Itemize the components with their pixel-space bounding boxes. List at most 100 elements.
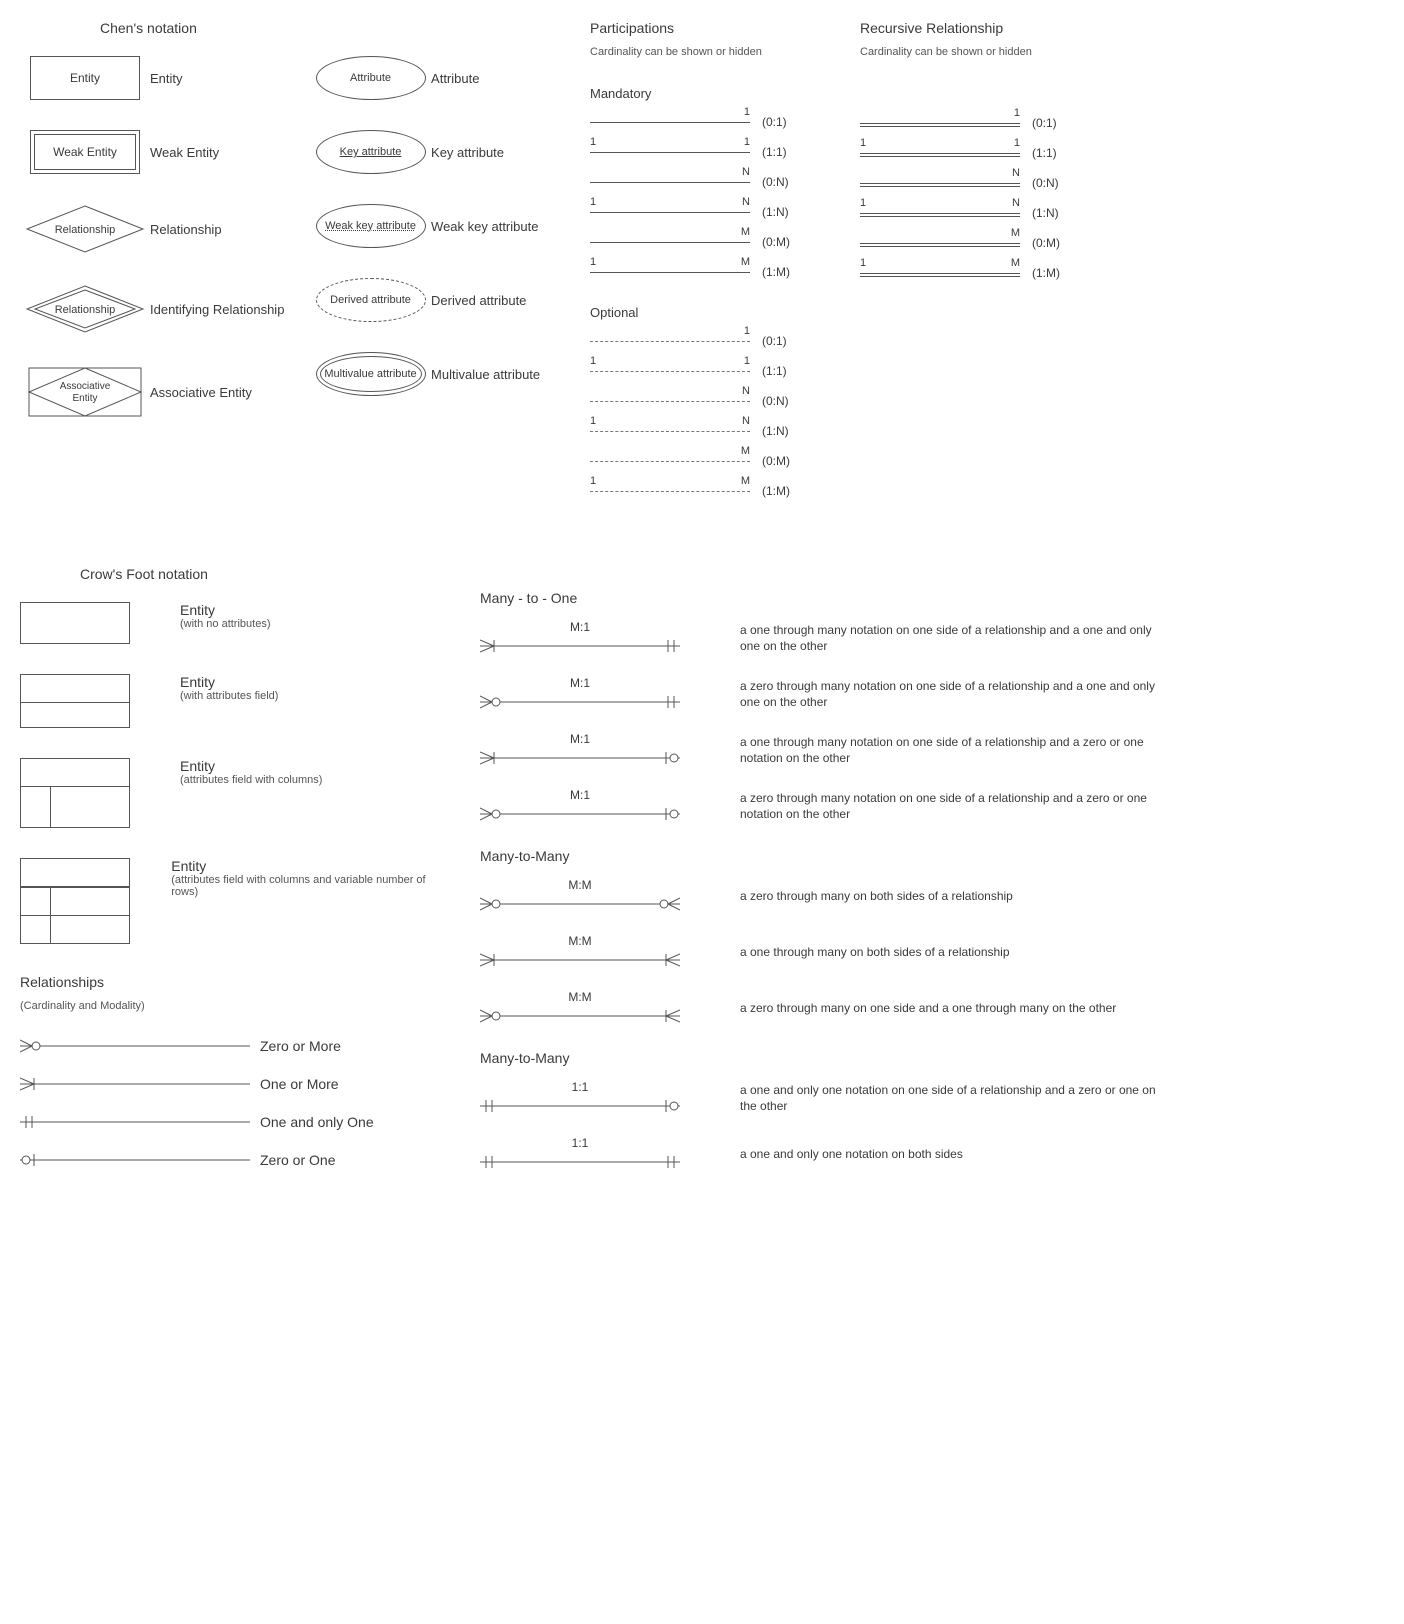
svg-text:Relationship: Relationship bbox=[55, 224, 116, 236]
crow-rel-row: 1:1 a one and only one notation on one s… bbox=[480, 1080, 1384, 1116]
entity-label: Entity bbox=[150, 71, 310, 86]
multivalue-attribute-text: Multivalue attribute bbox=[324, 368, 416, 380]
cf-reltype-label: One and only One bbox=[260, 1114, 374, 1130]
crow-rel-desc: a zero through many notation on one side… bbox=[740, 678, 1160, 710]
participation-row: 1 (0:1) bbox=[860, 108, 1110, 138]
participation-row: M (0:M) bbox=[590, 227, 840, 257]
card-right: M bbox=[741, 226, 750, 238]
cf-reltype-row: Zero or One bbox=[20, 1150, 440, 1170]
associative-entity-shape: AssociativeEntity bbox=[20, 364, 150, 420]
card-right: M bbox=[741, 445, 750, 457]
optional-title: Optional bbox=[590, 305, 840, 320]
crow-line-svg bbox=[480, 692, 680, 712]
crow-rel-desc: a one through many notation on one side … bbox=[740, 734, 1160, 766]
crow-rel-desc: a zero through many on one side and a on… bbox=[740, 1000, 1116, 1016]
crow-rel-desc: a zero through many notation on one side… bbox=[740, 790, 1160, 822]
crow-line-svg bbox=[480, 1006, 680, 1026]
crow-ratio: M:M bbox=[480, 878, 680, 892]
card-right: M bbox=[1011, 227, 1020, 239]
crow-rel-row: M:1 a zero through many notation on one … bbox=[480, 676, 1384, 712]
crow-ratio: 1:1 bbox=[480, 1136, 680, 1150]
participation-row: 1 1 (1:1) bbox=[590, 137, 840, 167]
key-attribute-label: Key attribute bbox=[431, 145, 580, 160]
participation-row: M (0:M) bbox=[590, 446, 840, 476]
crow-ratio: M:1 bbox=[480, 732, 680, 746]
card-left: 1 bbox=[590, 415, 596, 427]
card-right: 1 bbox=[744, 136, 750, 148]
weak-entity-label: Weak Entity bbox=[150, 145, 310, 160]
cf-entity-3-title: Entity bbox=[171, 858, 440, 874]
key-attribute-text: Key attribute bbox=[340, 146, 402, 158]
card-right: 1 bbox=[1014, 137, 1020, 149]
crow-line-svg bbox=[480, 804, 680, 824]
participation-row: 1 1 (1:1) bbox=[590, 356, 840, 386]
crow-line-svg bbox=[480, 1096, 680, 1116]
card-label: (1:N) bbox=[750, 205, 789, 219]
card-label: (1:1) bbox=[750, 364, 787, 378]
card-right: M bbox=[1011, 257, 1020, 269]
card-label: (0:1) bbox=[750, 334, 787, 348]
card-right: N bbox=[742, 166, 750, 178]
derived-attribute-label: Derived attribute bbox=[431, 293, 580, 308]
cf-entity-rows bbox=[20, 858, 171, 944]
participation-row: 1 N (1:N) bbox=[590, 416, 840, 446]
cf-reltype-label: Zero or One bbox=[260, 1152, 335, 1168]
participation-row: 1 (0:1) bbox=[590, 326, 840, 356]
entity-shape: Entity bbox=[20, 56, 150, 100]
participations-title: Participations bbox=[590, 20, 840, 36]
card-left: 1 bbox=[590, 355, 596, 367]
key-attribute-shape: Key attribute bbox=[310, 130, 431, 174]
participations-subtitle: Cardinality can be shown or hidden bbox=[590, 46, 840, 58]
crow-line-svg bbox=[480, 748, 680, 768]
crow-rel-row: M:M a zero through many on one side and … bbox=[480, 990, 1384, 1026]
crow-rel-desc: a one and only one notation on one side … bbox=[740, 1082, 1160, 1114]
participation-row: N (0:N) bbox=[590, 167, 840, 197]
card-right: M bbox=[741, 256, 750, 268]
crow-ratio: M:1 bbox=[480, 676, 680, 690]
recursive-subtitle: Cardinality can be shown or hidden bbox=[860, 46, 1110, 58]
cf-entity-1-title: Entity bbox=[180, 674, 278, 690]
crow-rel-row: M:M a one through many on both sides of … bbox=[480, 934, 1384, 970]
participation-row: 1 M (1:M) bbox=[590, 476, 840, 506]
derived-attribute-text: Derived attribute bbox=[330, 294, 411, 306]
card-left: 1 bbox=[590, 136, 596, 148]
crow-rel-desc: a zero through many on both sides of a r… bbox=[740, 888, 1013, 904]
crow-line-svg bbox=[480, 894, 680, 914]
crow-line-svg bbox=[480, 950, 680, 970]
participation-row: N (0:N) bbox=[860, 168, 1110, 198]
weak-entity-shape: Weak Entity bbox=[20, 130, 150, 174]
cf-entity-noattr bbox=[20, 602, 180, 644]
card-label: (1:1) bbox=[750, 145, 787, 159]
cf-entity-2-sub: (attributes field with columns) bbox=[180, 774, 322, 786]
card-label: (1:1) bbox=[1020, 146, 1057, 160]
cf-entity-0-title: Entity bbox=[180, 602, 270, 618]
card-label: (1:M) bbox=[1020, 266, 1060, 280]
card-label: (1:M) bbox=[750, 265, 790, 279]
card-label: (1:N) bbox=[1020, 206, 1059, 220]
crow-ratio: M:M bbox=[480, 934, 680, 948]
card-left: 1 bbox=[590, 196, 596, 208]
crow-rel-desc: a one and only one notation on both side… bbox=[740, 1146, 963, 1162]
card-right: 1 bbox=[744, 355, 750, 367]
crowsfoot-title: Crow's Foot notation bbox=[80, 566, 440, 582]
crow-line-svg bbox=[480, 1152, 680, 1172]
card-label: (0:N) bbox=[750, 175, 789, 189]
card-label: (0:M) bbox=[750, 454, 790, 468]
card-left: 1 bbox=[860, 197, 866, 209]
one-to-one-header: Many-to-Many bbox=[480, 1050, 1384, 1066]
cf-reltype-row: One or More bbox=[20, 1074, 440, 1094]
crow-ratio: M:M bbox=[480, 990, 680, 1004]
cf-reltype-row: One and only One bbox=[20, 1112, 440, 1132]
multivalue-attribute-shape: Multivalue attribute bbox=[310, 352, 431, 396]
card-left: 1 bbox=[860, 257, 866, 269]
card-label: (0:M) bbox=[750, 235, 790, 249]
mandatory-title: Mandatory bbox=[590, 86, 840, 101]
card-label: (0:1) bbox=[1020, 116, 1057, 130]
card-label: (1:M) bbox=[750, 484, 790, 498]
participation-row: 1 M (1:M) bbox=[590, 257, 840, 287]
associative-entity-label: Associative Entity bbox=[150, 385, 310, 400]
relationship-label: Relationship bbox=[150, 222, 310, 237]
identifying-relationship-label: Identifying Relationship bbox=[150, 302, 310, 317]
card-label: (0:N) bbox=[750, 394, 789, 408]
crow-rel-row: M:1 a one through many notation on one s… bbox=[480, 732, 1384, 768]
